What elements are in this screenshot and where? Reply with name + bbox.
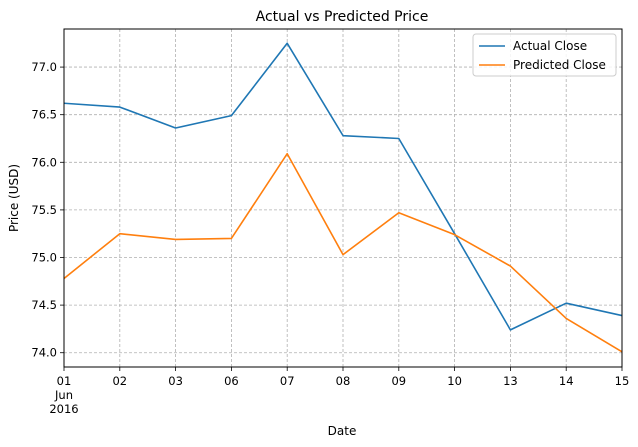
- x-tick-sublabel: 2016: [49, 402, 78, 416]
- legend-box: [472, 33, 617, 77]
- x-tick-label: 09: [391, 374, 406, 388]
- grid: [63, 29, 623, 367]
- y-axis-title: Price (USD): [7, 164, 21, 232]
- legend-label-actual: Actual Close: [513, 39, 587, 53]
- y-tick-label: 74.0: [31, 346, 57, 360]
- y-tick-label: 76.5: [31, 108, 57, 122]
- x-axis-title: Date: [328, 424, 357, 438]
- series-lines: [63, 42, 623, 353]
- y-tick-label: 74.5: [31, 298, 57, 312]
- x-tick-label: 07: [280, 374, 295, 388]
- x-tick-label: 01: [57, 374, 72, 388]
- y-tick-label: 75.0: [31, 251, 57, 265]
- y-axis: 74.0 74.5 75.0 75.5 76.0 76.5 77.0: [31, 60, 64, 360]
- x-tick-label: 03: [168, 374, 183, 388]
- x-tick-label: 13: [503, 374, 518, 388]
- y-tick-label: 75.5: [31, 203, 57, 217]
- series-line-0: [63, 42, 623, 331]
- x-tick-label: 14: [559, 374, 574, 388]
- y-tick-label: 76.0: [31, 155, 57, 169]
- chart-title: Actual vs Predicted Price: [256, 9, 429, 25]
- x-tick-label: 02: [112, 374, 127, 388]
- x-tick-label: 08: [336, 374, 351, 388]
- x-tick-label: 15: [615, 374, 630, 388]
- legend: Actual Close Predicted Close: [472, 33, 617, 77]
- x-tick-label: 10: [447, 374, 462, 388]
- y-tick-label: 77.0: [31, 60, 57, 74]
- legend-label-predicted: Predicted Close: [513, 58, 606, 72]
- x-tick-label: 06: [224, 374, 239, 388]
- x-tick-sublabel: Jun: [54, 388, 73, 402]
- series-line-1: [63, 152, 623, 353]
